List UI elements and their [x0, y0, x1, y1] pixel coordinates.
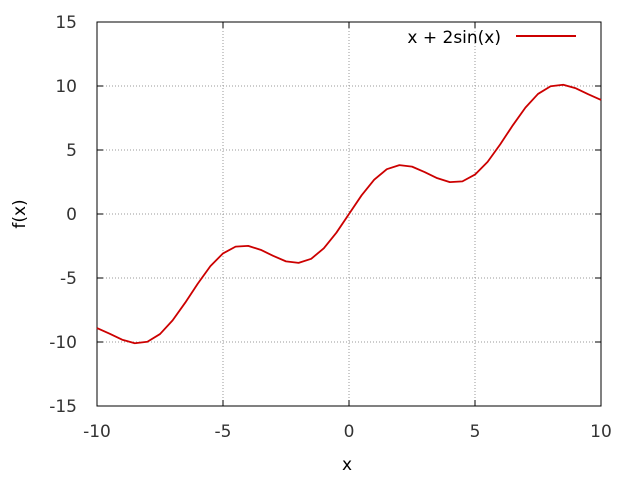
y-tick-label: -15 [49, 397, 77, 417]
legend: x + 2sin(x) [407, 28, 576, 48]
series-layer [96, 83, 602, 345]
y-tick-label: 10 [55, 77, 77, 97]
y-tick-label: -5 [60, 269, 77, 289]
series-line [96, 83, 602, 345]
legend-label: x + 2sin(x) [407, 28, 501, 48]
x-tick-label: 0 [344, 422, 355, 442]
x-tick-label: -10 [83, 422, 111, 442]
y-tick-label: 5 [66, 141, 77, 161]
y-tick-label: 15 [55, 13, 77, 33]
axis-ticks: -10 -5 0 5 10 -15 -10 -5 0 5 10 15 [49, 13, 612, 442]
y-tick-label: 0 [66, 205, 77, 225]
y-tick-label: -10 [49, 333, 77, 353]
x-tick-label: -5 [215, 422, 232, 442]
y-axis-label: f(x) [10, 199, 30, 228]
x-axis-label: x [342, 455, 352, 475]
x-tick-label: 10 [590, 422, 612, 442]
x-tick-label: 5 [470, 422, 481, 442]
